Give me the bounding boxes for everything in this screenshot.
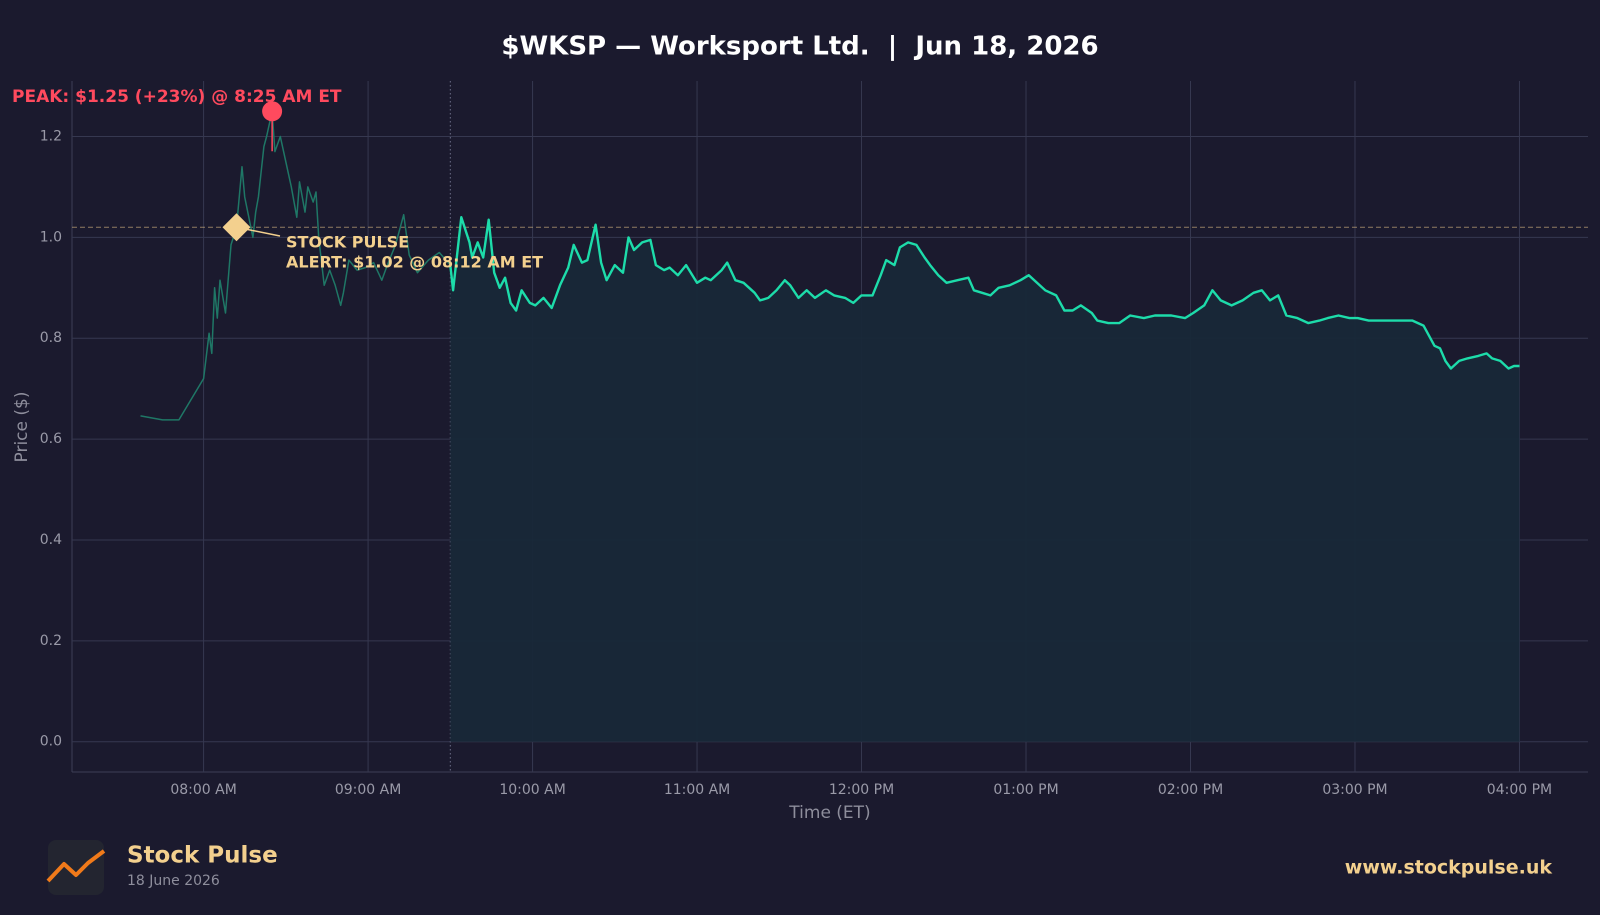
x-tick-label: 02:00 PM — [1158, 782, 1223, 798]
logo-tile — [48, 840, 104, 895]
x-tick-label: 09:00 AM — [335, 782, 401, 798]
alert-label: STOCK PULSE — [286, 233, 409, 252]
area — [450, 217, 1520, 742]
y-tick-label: 0.4 — [40, 532, 62, 548]
y-tick-label: 1.0 — [40, 229, 62, 245]
website: www.stockpulse.uk — [1345, 857, 1553, 879]
price-line — [140, 110, 451, 421]
peak-marker — [262, 101, 283, 122]
brand-name: Stock Pulse — [127, 843, 278, 869]
brand-date: 18 June 2026 — [127, 873, 220, 889]
x-tick-label: 04:00 PM — [1487, 782, 1552, 798]
logo-line — [46, 849, 106, 883]
x-tick-label: 11:00 AM — [664, 782, 730, 798]
y-axis-label: Price ($) — [12, 392, 32, 463]
alert-label: ALERT: $1.02 @ 08:12 AM ET — [286, 253, 543, 272]
y-tick-label: 0.2 — [40, 633, 62, 649]
y-tick-label: 0.6 — [40, 431, 62, 447]
peak-label: PEAK: $1.25 (+23%) @ 8:25 AM ET — [12, 87, 342, 107]
logo — [46, 840, 106, 895]
y-tick-label: 0.0 — [40, 734, 62, 750]
x-tick-label: 01:00 PM — [993, 782, 1058, 798]
plot: PEAK: $1.25 (+23%) @ 8:25 AM ET STOCK PUL… — [12, 87, 1520, 742]
alert-marker — [222, 213, 251, 242]
x-tick-label: 08:00 AM — [170, 782, 236, 798]
chart-title: $WKSP — Worksport Ltd. | Jun 18, 2026 — [501, 32, 1098, 62]
y-tick-label: 0.8 — [40, 330, 62, 346]
x-tick-label: 12:00 PM — [829, 782, 894, 798]
price-line — [449, 216, 1520, 370]
x-tick-label: 03:00 PM — [1322, 782, 1387, 798]
x-axis-label: Time (ET) — [788, 803, 870, 823]
x-tick-label: 10:00 AM — [499, 782, 565, 798]
y-tick-label: 1.2 — [40, 128, 62, 144]
